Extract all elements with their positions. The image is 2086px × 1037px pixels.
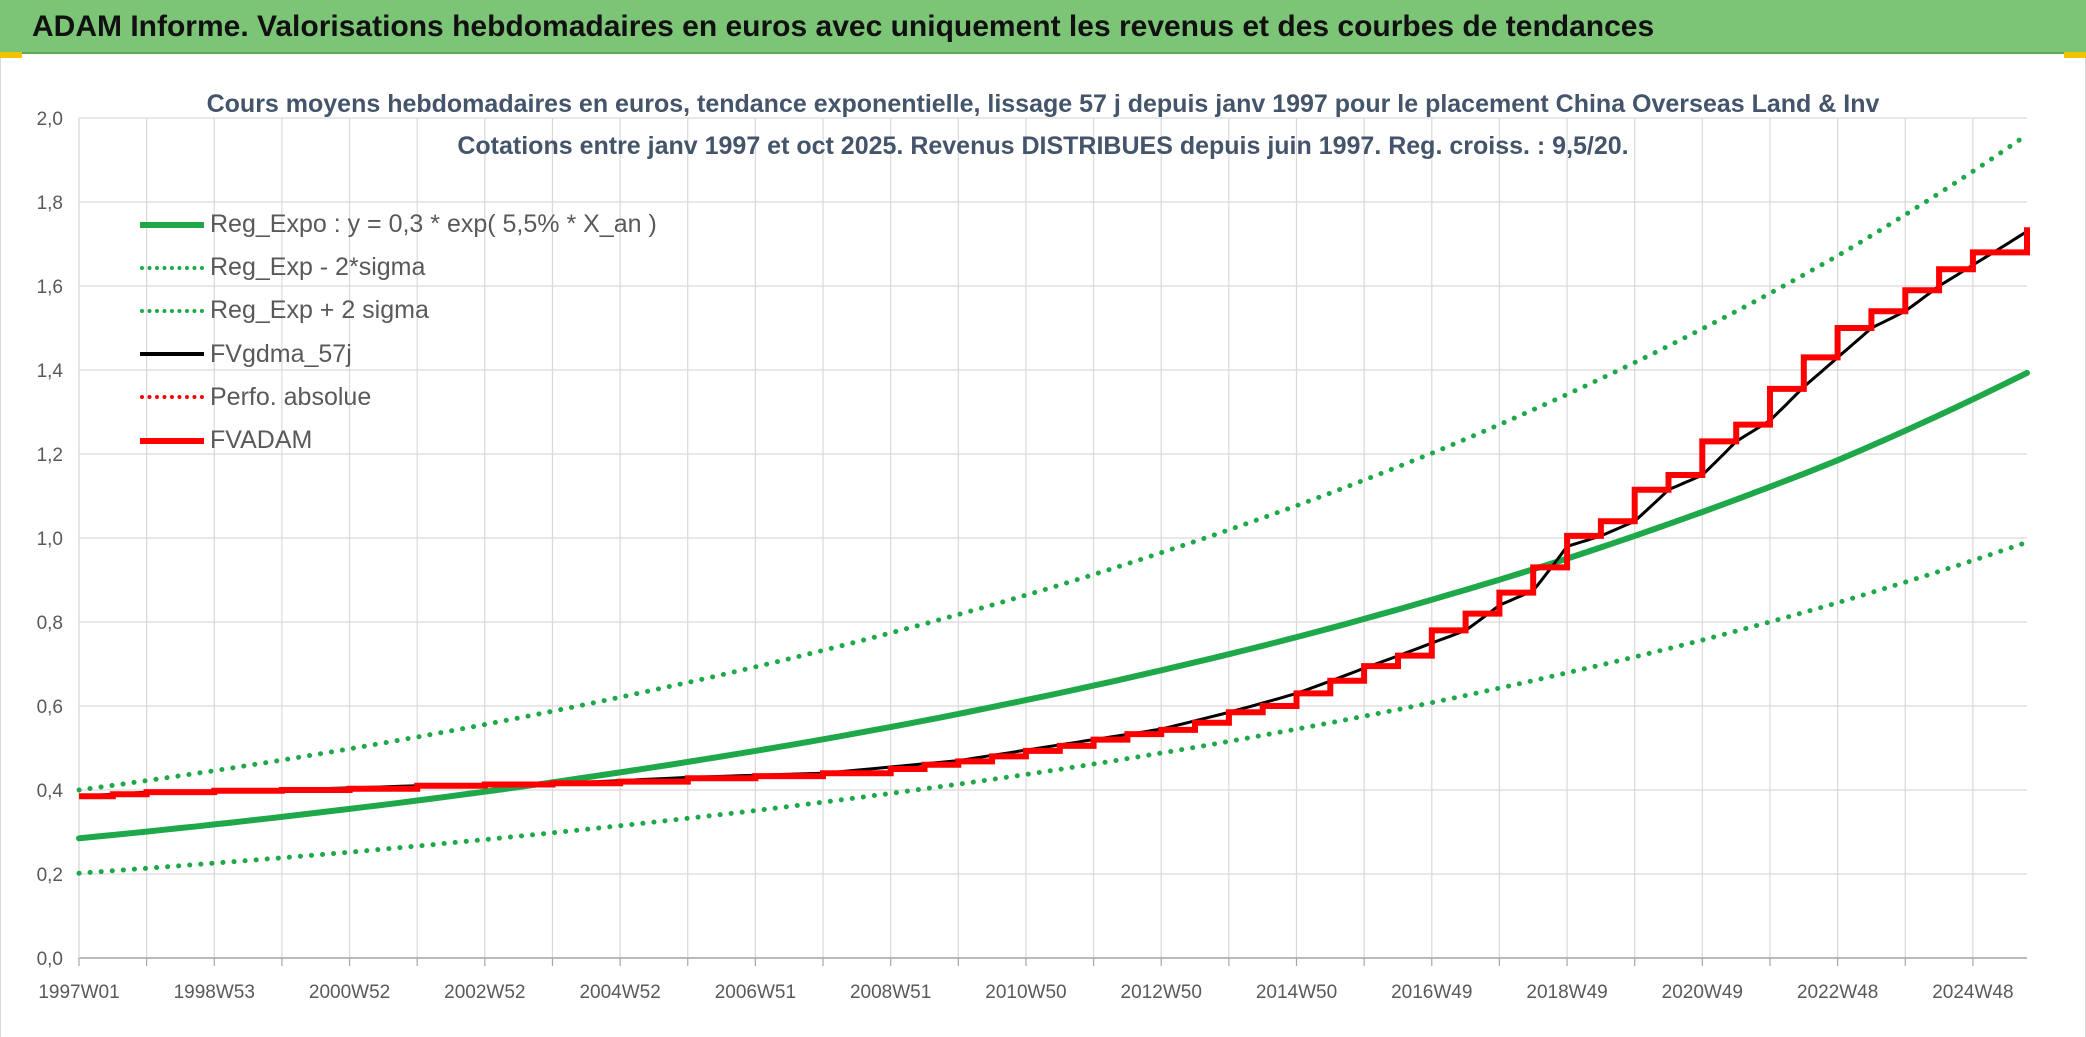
y-tick-label: 1,6 <box>37 277 63 298</box>
legend-swatch <box>140 265 204 270</box>
x-tick-label: 2006W51 <box>715 982 796 1003</box>
legend-label: FVADAM <box>210 426 313 455</box>
legend-item: Reg_Expo : y = 0,3 * exp( 5,5% * X_an ) <box>140 203 657 246</box>
y-tick-label: 0,6 <box>37 697 63 718</box>
x-tick-label: 2002W52 <box>444 982 525 1003</box>
legend-label: FVgdma_57j <box>210 339 352 368</box>
corner-marker-right <box>2064 52 2086 58</box>
legend-label: Perfo. absolue <box>210 382 372 411</box>
report-banner-title: ADAM Informe. Valorisations hebdomadaire… <box>0 0 2086 54</box>
y-tick-label: 2,0 <box>37 109 63 130</box>
legend-label: Reg_Exp + 2 sigma <box>210 296 429 325</box>
legend-swatch <box>140 352 204 357</box>
corner-marker-left <box>0 52 22 58</box>
series-line-2 <box>76 132 2030 793</box>
y-tick-label: 1,8 <box>37 193 63 214</box>
y-tick-label: 0,0 <box>37 949 63 970</box>
series-line-0 <box>76 369 2030 842</box>
x-tick-label: 2012W50 <box>1121 982 1202 1003</box>
legend-swatch <box>140 221 204 228</box>
x-tick-label: 1997W01 <box>38 982 119 1003</box>
legend-swatch <box>140 437 204 444</box>
y-tick-label: 0,4 <box>37 781 64 802</box>
legend-item: FVgdma_57j <box>140 333 657 376</box>
chart-legend: Reg_Expo : y = 0,3 * exp( 5,5% * X_an ) R… <box>140 203 657 462</box>
x-tick-label: 2010W50 <box>985 982 1066 1003</box>
chart-subtitle: Cotations entre janv 1997 et oct 2025. R… <box>457 132 1629 160</box>
legend-label: Reg_Expo : y = 0,3 * exp( 5,5% * X_an ) <box>210 210 657 239</box>
legend-item: Reg_Exp - 2*sigma <box>140 246 657 289</box>
y-tick-label: 1,0 <box>37 529 63 550</box>
legend-item: FVADAM <box>140 419 657 462</box>
x-tick-label: 2016W49 <box>1391 982 1472 1003</box>
series-line-5 <box>79 227 2030 800</box>
series-line-1 <box>76 539 2030 876</box>
legend-swatch <box>140 395 204 400</box>
y-tick-label: 0,2 <box>37 865 63 886</box>
y-tick-label: 1,4 <box>37 361 64 382</box>
legend-swatch <box>140 308 204 313</box>
x-tick-label: 2024W48 <box>1932 982 2013 1003</box>
x-tick-label: 2014W50 <box>1256 982 1337 1003</box>
x-tick-label: 2004W52 <box>579 982 660 1003</box>
legend-label: Reg_Exp - 2*sigma <box>210 253 426 282</box>
x-tick-label: 2018W49 <box>1526 982 1607 1003</box>
x-tick-label: 2020W49 <box>1662 982 1743 1003</box>
x-tick-label: 1998W53 <box>174 982 255 1003</box>
chart-title: Cours moyens hebdomadaires en euros, ten… <box>206 90 1880 118</box>
x-tick-label: 2008W51 <box>850 982 931 1003</box>
x-tick-label: 2000W52 <box>309 982 390 1003</box>
legend-item: Perfo. absolue <box>140 376 657 419</box>
x-tick-label: 2022W48 <box>1797 982 1878 1003</box>
legend-item: Reg_Exp + 2 sigma <box>140 289 657 332</box>
y-tick-label: 0,8 <box>37 613 63 634</box>
y-tick-label: 1,2 <box>37 445 63 466</box>
